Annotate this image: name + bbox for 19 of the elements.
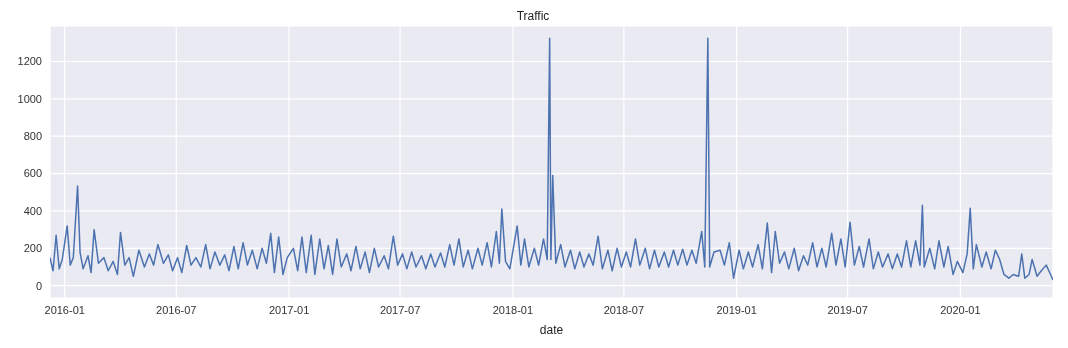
y-tick-label: 0 <box>35 279 42 292</box>
y-tick-label: 400 <box>23 204 42 217</box>
x-tick-label: 2020-01 <box>940 303 981 316</box>
y-tick-label: 600 <box>23 167 42 180</box>
y-tick-label: 1000 <box>17 92 42 105</box>
line-series <box>50 37 1053 281</box>
x-tick-label: 2019-01 <box>716 303 757 316</box>
x-tick-label: 2019-07 <box>827 303 868 316</box>
y-tick-label: 200 <box>23 242 42 255</box>
x-tick-label: 2016-01 <box>44 303 85 316</box>
x-tick-label: 2016-07 <box>156 303 197 316</box>
chart-title: Traffic <box>515 8 551 24</box>
x-tick-label: 2018-01 <box>492 303 534 316</box>
x-axis-title: date <box>539 323 564 337</box>
x-tick-label: 2018-07 <box>603 303 645 316</box>
x-tick-label: 2017-07 <box>379 303 421 316</box>
x-tick-label: 2017-01 <box>268 303 310 316</box>
y-tick-label: 800 <box>23 130 42 143</box>
y-tick-label: 1200 <box>17 55 42 68</box>
